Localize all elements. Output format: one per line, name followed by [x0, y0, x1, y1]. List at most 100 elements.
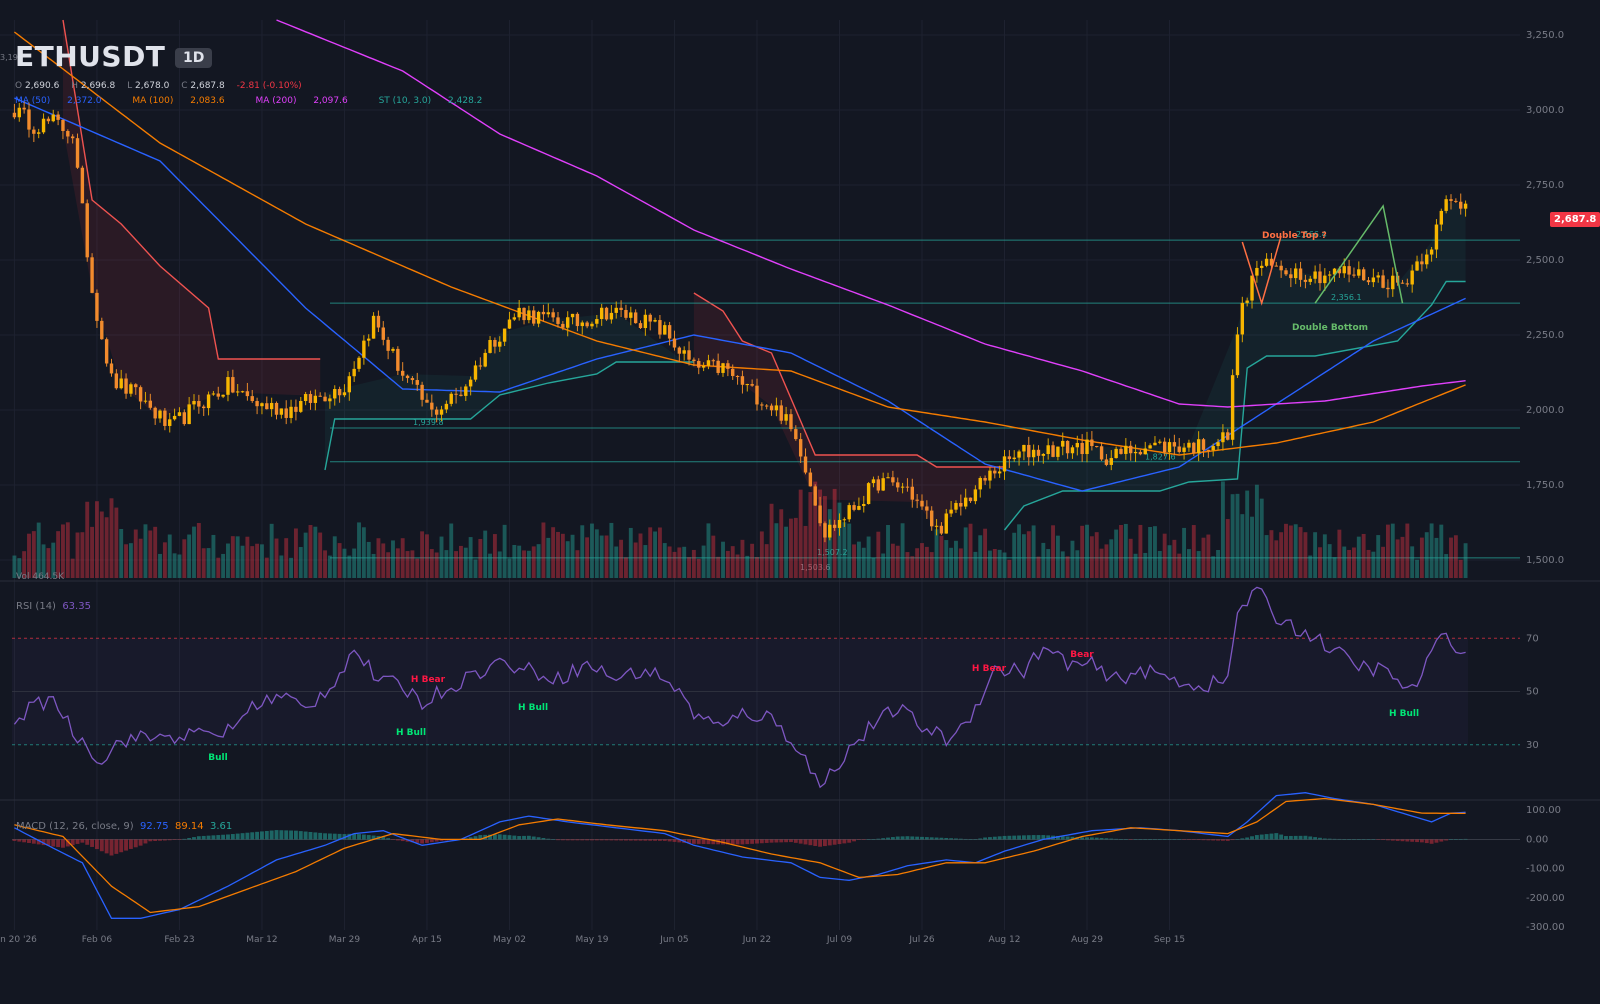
volume-bar	[352, 548, 357, 578]
macd-histogram-bar	[371, 835, 376, 840]
candle	[541, 304, 546, 322]
candle	[1075, 435, 1080, 456]
volume-bar	[337, 543, 342, 578]
macd-histogram-bar	[492, 834, 497, 840]
candle-body	[449, 393, 453, 404]
legend-supertrend-value: 2,428.2	[448, 96, 483, 106]
candle	[1361, 267, 1366, 281]
macd-histogram-bar	[1235, 839, 1240, 840]
candle	[1162, 437, 1167, 457]
volume-bar	[522, 550, 526, 578]
macd-histogram-bar	[522, 835, 526, 840]
macd-histogram-bar	[429, 839, 434, 843]
macd-histogram-bar	[643, 839, 648, 841]
volume-bar	[1196, 551, 1201, 578]
volume-bar	[167, 534, 172, 578]
macd-histogram-bar	[1177, 839, 1182, 840]
candle-body	[808, 472, 813, 487]
candle	[391, 347, 395, 353]
timeframe-badge[interactable]: 1D	[175, 48, 213, 68]
volume-bar	[279, 555, 284, 578]
candle-body	[1201, 439, 1206, 450]
candle-body	[158, 410, 162, 419]
candle	[1046, 438, 1050, 460]
symbol-title[interactable]: ETHUSDT	[15, 40, 166, 73]
macd-histogram-bar	[61, 839, 65, 848]
macd-tick-label: -200.00	[1526, 893, 1565, 904]
candle-body	[386, 339, 390, 351]
candle-body	[823, 523, 827, 538]
volume-bar	[250, 546, 255, 578]
macd-histogram-bar	[609, 839, 614, 841]
volume-bar	[27, 533, 31, 578]
candle-body	[1226, 432, 1230, 440]
candle	[1022, 444, 1026, 461]
volume-bar	[876, 531, 881, 578]
candle	[789, 409, 793, 432]
candle-body	[1415, 261, 1419, 271]
candle-body	[672, 338, 677, 348]
macd-histogram-bar	[425, 839, 429, 843]
candle-body	[653, 320, 657, 322]
macd-histogram-bar	[1085, 837, 1089, 840]
macd-histogram-bar	[1284, 836, 1288, 840]
candle	[138, 385, 143, 410]
volume-bar	[177, 554, 182, 578]
macd-histogram-bar	[473, 836, 478, 840]
candle	[1357, 261, 1361, 279]
candle-body	[362, 340, 366, 358]
candle-body	[847, 505, 851, 520]
volume-bar	[594, 529, 599, 578]
candle-body	[1027, 444, 1031, 458]
volume-bar	[1046, 549, 1051, 578]
candle	[454, 387, 458, 404]
candle-body	[134, 384, 138, 388]
candle-body	[1274, 265, 1278, 267]
macd-histogram-bar	[1366, 839, 1371, 840]
price-axis: 1,500.0 1,750.0 2,000.0 2,250.0 2,500.0 2,750…	[1526, 30, 1564, 566]
candle	[663, 321, 667, 335]
macd-histogram-bar	[1308, 836, 1313, 840]
volume-bar	[638, 533, 643, 578]
volume-bar	[347, 555, 352, 578]
candle-body	[939, 525, 944, 534]
macd-histogram-bar	[56, 839, 61, 848]
legend-ma200[interactable]: MA (200) 2,097.6	[255, 96, 361, 106]
macd-histogram-bar	[1055, 835, 1060, 840]
volume-bar	[502, 524, 507, 578]
divergence-label: H Bull	[396, 728, 426, 738]
candle-body	[794, 429, 798, 440]
candle-body	[667, 325, 672, 339]
candle-body	[1104, 459, 1109, 465]
candle-body	[886, 477, 890, 479]
candle-body	[648, 314, 652, 322]
macd-histogram-bar	[1337, 838, 1342, 840]
macd-histogram-bar	[1114, 838, 1119, 840]
candle	[1061, 432, 1065, 456]
candle	[478, 357, 483, 370]
volume-bar	[497, 551, 502, 578]
volume-bar	[289, 557, 294, 578]
candle-body	[575, 313, 580, 327]
legend-supertrend[interactable]: ST (10, 3.0) 2,428.2	[379, 96, 497, 106]
volume-bar	[890, 543, 895, 578]
macd-histogram-bar	[958, 838, 963, 840]
candle	[614, 301, 618, 319]
macd-histogram-bar	[313, 832, 318, 840]
macd-histogram-bar	[866, 839, 871, 840]
volume-bar	[1104, 544, 1109, 578]
candle	[1289, 268, 1293, 288]
volume-bar	[687, 557, 691, 578]
legend-ma50[interactable]: MA (50) 2,372.0	[15, 96, 116, 106]
volume-bar	[182, 539, 187, 578]
legend-ma100[interactable]: MA (100) 2,083.6	[132, 96, 238, 106]
candle	[400, 362, 405, 381]
candle	[1007, 450, 1012, 468]
macd-histogram-bar	[1153, 839, 1157, 840]
candle-body	[1444, 199, 1448, 211]
candle-body	[561, 323, 565, 328]
macd-histogram-bar	[1439, 839, 1444, 842]
candle-body	[1080, 442, 1084, 455]
volume-bar	[1167, 545, 1172, 578]
